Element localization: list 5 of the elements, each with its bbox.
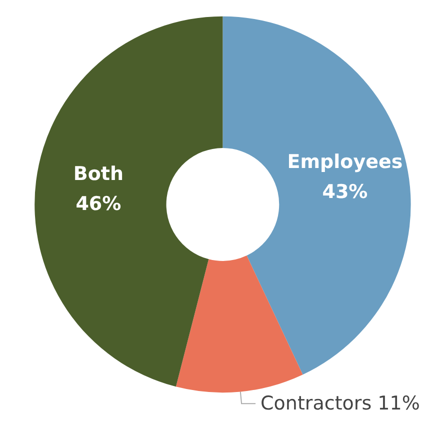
slice-label: Both: [73, 162, 124, 185]
data-label: 43%: [322, 181, 368, 204]
slice-label: Employees: [287, 151, 403, 174]
data-label: 46%: [76, 192, 122, 215]
slice-label: Contractors 11%: [260, 392, 420, 415]
